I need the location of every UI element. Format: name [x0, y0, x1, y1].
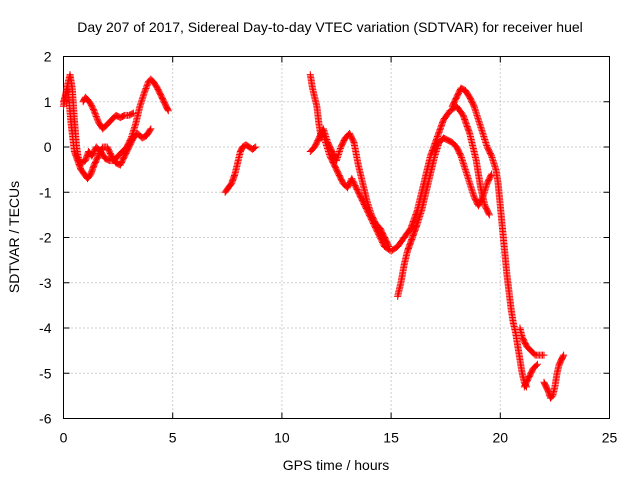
data-point-marker	[129, 109, 137, 117]
data-point-marker	[532, 361, 540, 369]
data-point-marker	[251, 144, 259, 152]
data-point-marker	[147, 125, 155, 133]
series-arc-5	[306, 71, 493, 255]
y-tick-label: -3	[39, 275, 52, 291]
y-tick-label: 2	[44, 49, 52, 65]
series-arc-2	[60, 84, 155, 183]
data-point-marker	[560, 351, 568, 359]
grid	[63, 56, 610, 419]
data-point-marker	[252, 143, 260, 151]
series-arc-8	[448, 84, 531, 391]
x-tick-label: 0	[60, 430, 68, 446]
data-points	[60, 71, 568, 402]
y-tick-label: 1	[44, 94, 52, 110]
axis-ticks	[63, 56, 610, 419]
series-arc-6	[306, 125, 393, 251]
data-point-marker	[146, 126, 154, 134]
data-point-marker	[485, 211, 493, 219]
y-tick-label: -6	[39, 411, 52, 427]
x-tick-label: 20	[493, 430, 509, 446]
y-tick-label: -4	[39, 320, 52, 336]
series-arc-7	[394, 134, 496, 300]
x-axis-title: GPS time / hours	[283, 457, 390, 473]
series-arc-4	[221, 141, 260, 196]
data-point-marker	[164, 106, 172, 114]
y-tick-label: -1	[39, 184, 52, 200]
series-arc-3	[79, 93, 137, 133]
data-point-marker	[385, 243, 393, 251]
data-point-marker	[465, 128, 473, 136]
series-arc-10	[520, 360, 541, 391]
x-tick-label: 15	[383, 430, 399, 446]
tick-labels: 0 5 10 15 20 25 -6 -5 -4 -3 -2 -1 0 1 2	[39, 49, 617, 446]
series-arc-11	[540, 351, 568, 402]
data-point-marker	[487, 171, 495, 179]
y-axis-title: SDTVAR / TECUs	[6, 181, 22, 293]
chart-title: Day 207 of 2017, Sidereal Day-to-day VTE…	[77, 19, 583, 35]
y-tick-label: 0	[44, 139, 52, 155]
data-point-marker	[128, 110, 136, 118]
data-point-marker	[485, 210, 493, 218]
y-tick-label: -5	[39, 365, 52, 381]
y-tick-label: -2	[39, 230, 52, 246]
data-point-marker	[164, 107, 172, 115]
data-point-marker	[540, 351, 548, 359]
data-point-marker	[384, 241, 392, 249]
data-point-marker	[559, 352, 567, 360]
x-tick-label: 10	[274, 430, 290, 446]
data-point-marker	[533, 360, 541, 368]
x-tick-label: 25	[602, 430, 618, 446]
series-arc-9	[516, 324, 548, 359]
x-tick-label: 5	[169, 430, 177, 446]
